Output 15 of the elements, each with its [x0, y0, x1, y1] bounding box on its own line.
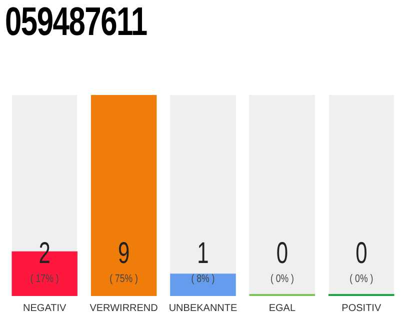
x-tick-label: VERWIRREND [90, 302, 158, 314]
x-tick-label: NEGATIV [23, 302, 67, 314]
x-tick-label: EGAL [268, 302, 296, 314]
x-tick-label: UNBEKANNTE [168, 302, 238, 314]
data-label: 9 [118, 238, 130, 270]
annotation: ( 8% ) [191, 273, 215, 286]
annotation: ( 0% ) [270, 273, 294, 286]
annotation: ( 75% ) [110, 273, 138, 286]
x-tick-label: POSITIV [342, 302, 382, 314]
annotation: ( 17% ) [30, 273, 59, 286]
annotation: ( 0% ) [350, 273, 374, 286]
data-label: 0 [276, 238, 288, 270]
data-label: 0 [356, 238, 368, 270]
chart-title: 059487611 [5, 0, 147, 45]
data-label: 1 [197, 238, 209, 270]
